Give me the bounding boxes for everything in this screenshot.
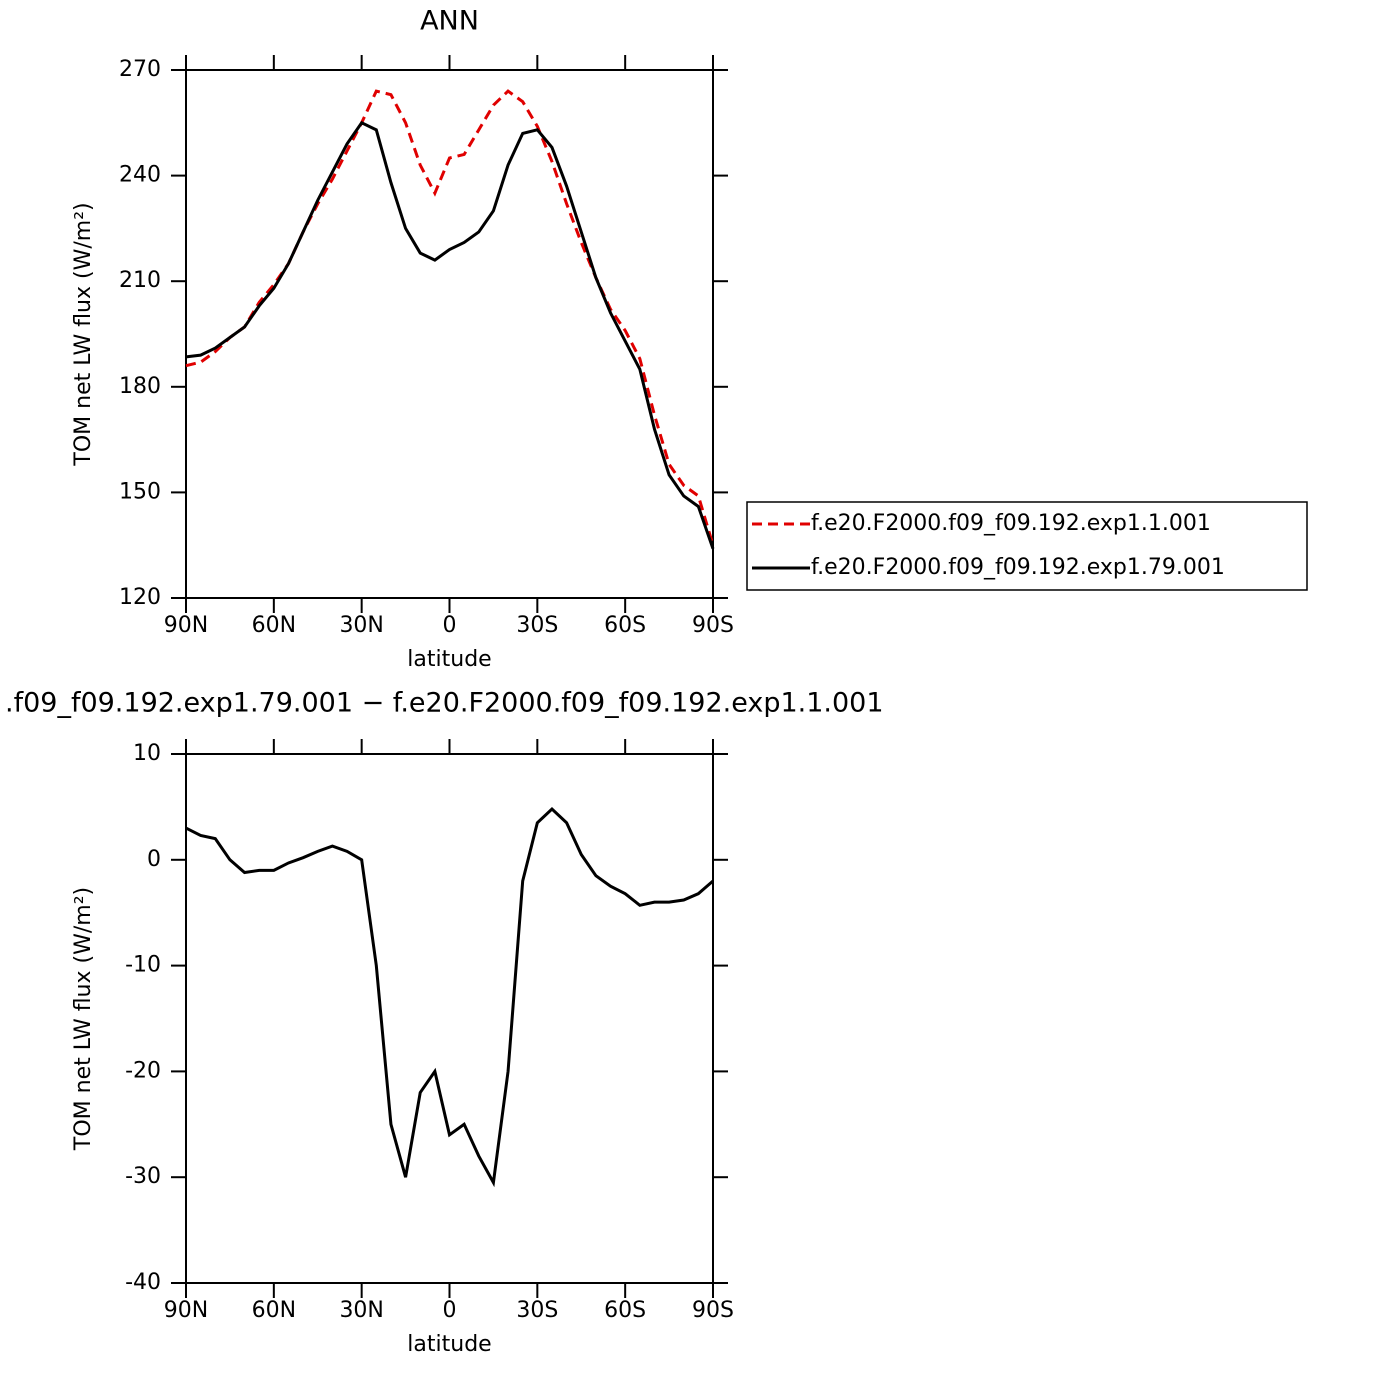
x-axis-label: latitude: [407, 1332, 491, 1357]
y-tick-label: -40: [125, 1270, 161, 1295]
x-tick-label: 60S: [604, 613, 646, 638]
y-tick-label: 0: [147, 847, 161, 872]
plot-frame: [185, 753, 714, 1284]
x-tick-label: 60S: [604, 1298, 646, 1323]
chart-title: .f09_f09.192.exp1.79.001 − f.e20.F2000.f…: [5, 688, 884, 719]
chart-title: ANN: [420, 6, 479, 37]
plot-frame: [185, 69, 714, 599]
y-tick-label: -30: [125, 1164, 161, 1189]
x-tick-label: 30S: [516, 1298, 558, 1323]
x-tick-label: 30N: [339, 1298, 383, 1323]
legend-box: [746, 501, 1308, 591]
legend-label: f.e20.F2000.f09_f09.192.exp1.1.001: [811, 511, 1211, 536]
y-tick-label: 210: [119, 268, 161, 293]
y-tick-label: 270: [119, 57, 161, 82]
x-axis-label: latitude: [407, 647, 491, 672]
y-tick-label: -20: [125, 1058, 161, 1083]
y-tick-label: 240: [119, 163, 161, 188]
x-tick-label: 30S: [516, 613, 558, 638]
data-line: [185, 806, 714, 1188]
y-tick-label: -10: [125, 953, 161, 978]
x-tick-label: 60N: [252, 613, 296, 638]
data-line: [185, 120, 715, 550]
y-axis-label: TOM net LW flux (W/m²): [71, 202, 96, 466]
y-tick-label: 180: [119, 374, 161, 399]
data-line: [185, 89, 715, 546]
x-tick-label: 90S: [692, 1298, 734, 1323]
x-tick-label: 0: [443, 613, 457, 638]
y-tick-label: 150: [119, 479, 161, 504]
y-tick-label: 120: [119, 585, 161, 610]
x-tick-label: 90N: [164, 613, 208, 638]
x-tick-label: 90S: [692, 613, 734, 638]
x-tick-label: 30N: [339, 613, 383, 638]
y-axis-label: TOM net LW flux (W/m²): [71, 887, 96, 1151]
x-tick-label: 60N: [252, 1298, 296, 1323]
legend-label: f.e20.F2000.f09_f09.192.exp1.79.001: [811, 555, 1225, 580]
x-tick-label: 0: [443, 1298, 457, 1323]
x-tick-label: 90N: [164, 1298, 208, 1323]
y-tick-label: 10: [133, 741, 161, 766]
